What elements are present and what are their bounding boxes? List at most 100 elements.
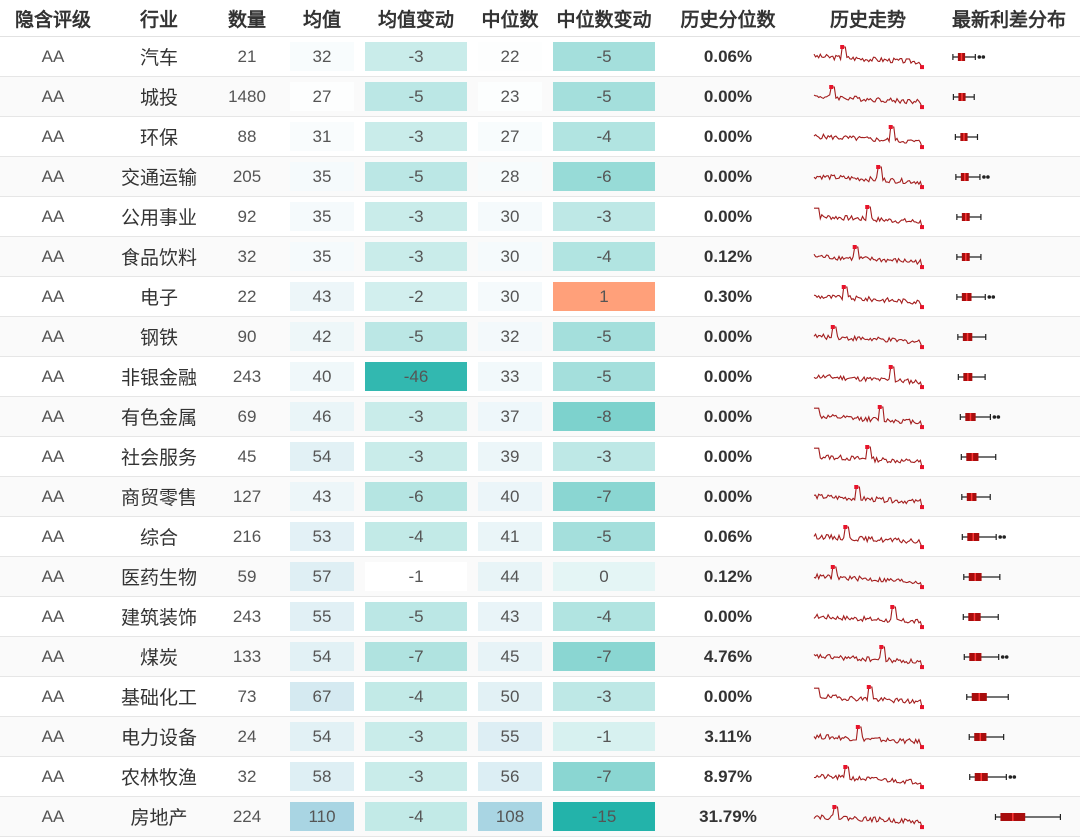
table-row[interactable]: AA 医药生物 59 57 -1 44 0 0.12% bbox=[0, 556, 1080, 597]
median-change-cell: -1 bbox=[550, 716, 658, 757]
trend-last-marker bbox=[920, 384, 924, 389]
table-row[interactable]: AA 城投 1480 27 -5 23 -5 0.00% bbox=[0, 76, 1080, 117]
trend-line bbox=[813, 325, 923, 347]
trend-max-marker bbox=[879, 644, 884, 649]
boxplot-outlier bbox=[991, 294, 996, 299]
trend-sparkline bbox=[813, 724, 924, 749]
trend-max-marker bbox=[865, 444, 870, 449]
table-row[interactable]: AA 基础化工 73 67 -4 50 -3 0.00% bbox=[0, 676, 1080, 717]
mean-change-cell: -2 bbox=[362, 276, 470, 317]
header-trend[interactable]: 历史走势 bbox=[798, 0, 938, 37]
mean-change-cell-value: -46 bbox=[365, 362, 467, 391]
header-mean[interactable]: 均值 bbox=[282, 0, 362, 37]
trend-line bbox=[813, 245, 923, 267]
trend-last-marker bbox=[920, 464, 924, 469]
mean-cell: 32 bbox=[282, 36, 362, 77]
mean-cell-value: 110 bbox=[290, 802, 354, 831]
median-cell: 30 bbox=[470, 196, 550, 237]
mean-change-cell: -3 bbox=[362, 716, 470, 757]
trend-sparkline bbox=[813, 524, 924, 549]
median-change-cell: -4 bbox=[550, 596, 658, 637]
trend-max-marker bbox=[866, 684, 871, 689]
header-distribution[interactable]: 最新利差分布 bbox=[938, 0, 1080, 37]
table-row[interactable]: AA 非银金融 243 40 -46 33 -5 0.00% bbox=[0, 356, 1080, 397]
trend-sparkline bbox=[813, 84, 924, 109]
count-cell: 205 bbox=[212, 156, 282, 197]
table-row[interactable]: AA 有色金属 69 46 -3 37 -8 0.00% bbox=[0, 396, 1080, 437]
distribution-boxplot-cell bbox=[938, 156, 1080, 197]
table-row[interactable]: AA 钢铁 90 42 -5 32 -5 0.00% bbox=[0, 316, 1080, 357]
header-rating[interactable]: 隐含评级 bbox=[0, 0, 106, 37]
table-row[interactable]: AA 煤炭 133 54 -7 45 -7 4.76% bbox=[0, 636, 1080, 677]
mean-cell-value: 57 bbox=[290, 562, 354, 591]
header-percentile[interactable]: 历史分位数 bbox=[658, 0, 798, 37]
table-body: AA 汽车 21 32 -3 22 -5 0.06% AA 城投 1480 27 -5 23 -5 0.00%… bbox=[0, 36, 1080, 837]
mean-cell: 54 bbox=[282, 436, 362, 477]
distribution-boxplot bbox=[962, 612, 999, 621]
trend-last-marker bbox=[920, 144, 924, 149]
boxplot-outlier bbox=[981, 54, 986, 59]
table-row[interactable]: AA 环保 88 31 -3 27 -4 0.00% bbox=[0, 116, 1080, 157]
table-row[interactable]: AA 交通运输 205 35 -5 28 -6 0.00% bbox=[0, 156, 1080, 197]
rating-cell: AA bbox=[0, 796, 106, 837]
median-change-cell: -5 bbox=[550, 316, 658, 357]
mean-change-cell: -1 bbox=[362, 556, 470, 597]
table-row[interactable]: AA 社会服务 45 54 -3 39 -3 0.00% bbox=[0, 436, 1080, 477]
median-change-cell-value: 1 bbox=[553, 282, 655, 311]
trend-sparkline-cell bbox=[798, 396, 938, 437]
median-change-cell: -7 bbox=[550, 476, 658, 517]
header-median[interactable]: 中位数 bbox=[470, 0, 550, 37]
trend-line bbox=[813, 85, 923, 107]
trend-sparkline-cell bbox=[798, 156, 938, 197]
mean-cell-value: 31 bbox=[290, 122, 354, 151]
trend-max-marker bbox=[852, 244, 857, 249]
mean-cell: 53 bbox=[282, 516, 362, 557]
trend-last-marker bbox=[920, 344, 924, 349]
table-row[interactable]: AA 建筑装饰 243 55 -5 43 -4 0.00% bbox=[0, 596, 1080, 637]
mean-change-cell: -4 bbox=[362, 796, 470, 837]
distribution-boxplot bbox=[963, 652, 1009, 661]
boxplot-outlier bbox=[992, 414, 997, 419]
median-change-cell-value: 0 bbox=[553, 562, 655, 591]
median-cell: 28 bbox=[470, 156, 550, 197]
mean-cell-value: 55 bbox=[290, 602, 354, 631]
header-median-change[interactable]: 中位数变动 bbox=[550, 0, 658, 37]
table-row[interactable]: AA 商贸零售 127 43 -6 40 -7 0.00% bbox=[0, 476, 1080, 517]
percentile-cell: 0.00% bbox=[658, 676, 798, 717]
median-change-cell: -5 bbox=[550, 356, 658, 397]
mean-change-cell: -3 bbox=[362, 236, 470, 277]
header-industry[interactable]: 行业 bbox=[106, 0, 212, 37]
industry-cell: 电力设备 bbox=[106, 716, 212, 757]
mean-change-cell-value: -4 bbox=[365, 522, 467, 551]
table-row[interactable]: AA 电力设备 24 54 -3 55 -1 3.11% bbox=[0, 716, 1080, 757]
distribution-boxplot-cell bbox=[938, 596, 1080, 637]
trend-sparkline-cell bbox=[798, 636, 938, 677]
table-row[interactable]: AA 汽车 21 32 -3 22 -5 0.06% bbox=[0, 36, 1080, 77]
table-row[interactable]: AA 房地产 224 110 -4 108 -15 31.79% bbox=[0, 796, 1080, 837]
trend-max-marker bbox=[843, 764, 848, 769]
mean-cell-value: 54 bbox=[290, 722, 354, 751]
table-row[interactable]: AA 公用事业 92 35 -3 30 -3 0.00% bbox=[0, 196, 1080, 237]
header-mean-change[interactable]: 均值变动 bbox=[362, 0, 470, 37]
header-count[interactable]: 数量 bbox=[212, 0, 282, 37]
trend-sparkline bbox=[813, 644, 924, 669]
trend-line bbox=[813, 125, 923, 147]
median-change-cell-value: -1 bbox=[553, 722, 655, 751]
rating-cell: AA bbox=[0, 556, 106, 597]
median-cell: 44 bbox=[470, 556, 550, 597]
distribution-boxplot-cell bbox=[938, 356, 1080, 397]
trend-sparkline-cell bbox=[798, 676, 938, 717]
percentile-cell: 0.00% bbox=[658, 316, 798, 357]
percentile-cell: 0.12% bbox=[658, 556, 798, 597]
median-cell: 39 bbox=[470, 436, 550, 477]
distribution-boxplot-cell bbox=[938, 76, 1080, 117]
table-row[interactable]: AA 电子 22 43 -2 30 1 0.30% bbox=[0, 276, 1080, 317]
trend-sparkline bbox=[813, 564, 924, 589]
trend-sparkline bbox=[813, 324, 924, 349]
table-row[interactable]: AA 食品饮料 32 35 -3 30 -4 0.12% bbox=[0, 236, 1080, 277]
trend-sparkline bbox=[813, 284, 924, 309]
table-row[interactable]: AA 综合 216 53 -4 41 -5 0.06% bbox=[0, 516, 1080, 557]
table-row[interactable]: AA 农林牧渔 32 58 -3 56 -7 8.97% bbox=[0, 756, 1080, 797]
mean-cell: 54 bbox=[282, 636, 362, 677]
